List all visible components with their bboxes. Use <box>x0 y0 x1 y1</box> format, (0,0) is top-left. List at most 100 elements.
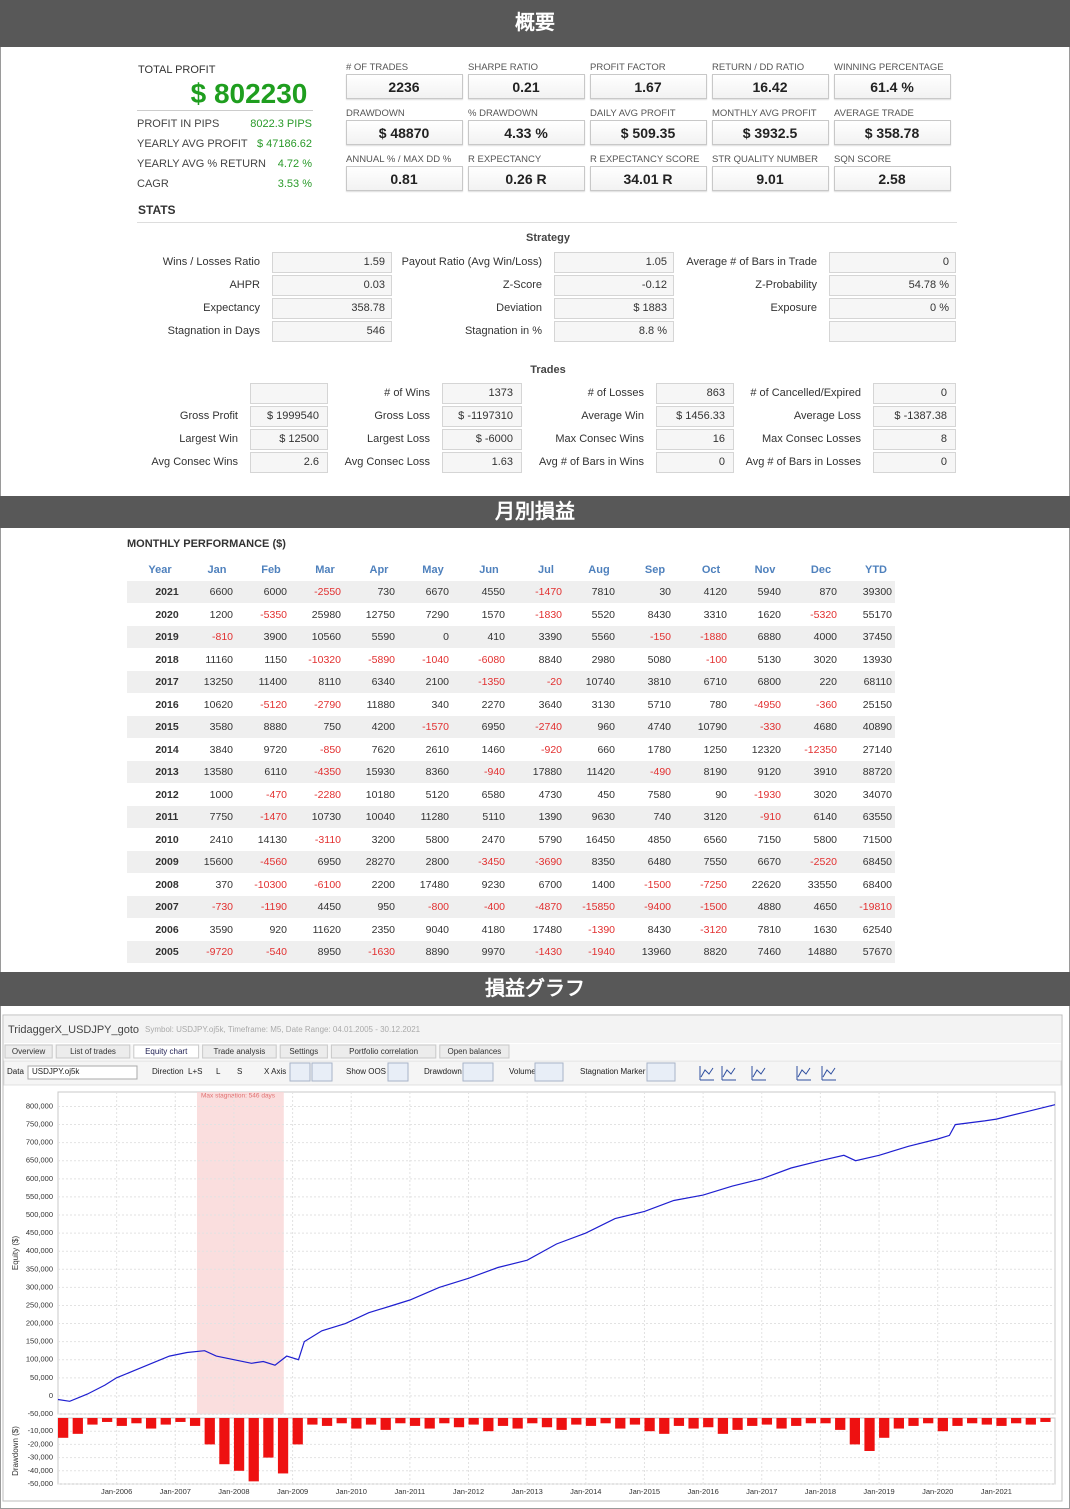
value-cell: -490 <box>649 766 671 778</box>
stat-value: 0 <box>942 256 949 268</box>
value-cell: 71500 <box>862 833 892 846</box>
value-cell: -150 <box>649 631 671 643</box>
value-cell: 1150 <box>264 653 287 666</box>
value-cell: 3120 <box>703 811 727 823</box>
value-cell: -1630 <box>368 946 395 958</box>
value-cell: 6580 <box>481 788 505 801</box>
value-cell: 1630 <box>813 923 837 936</box>
value-cell: 5790 <box>538 833 562 846</box>
value-cell: 5520 <box>591 608 615 621</box>
stat-label: # of Cancelled/Expired <box>750 387 861 399</box>
value-cell: 370 <box>215 878 233 891</box>
value-cell: 2350 <box>371 923 395 936</box>
value-cell: 8820 <box>703 946 727 958</box>
value-box <box>272 321 392 342</box>
stat-value: 1.63 <box>491 456 513 468</box>
value-cell: 63550 <box>862 811 892 823</box>
stat-label: Wins / Losses Ratio <box>162 256 260 268</box>
value-cell: 4450 <box>317 901 341 913</box>
value-cell: -3690 <box>535 856 562 868</box>
value-cell: 6800 <box>757 676 781 688</box>
stat-value: 8.8 % <box>638 325 667 337</box>
value-cell: 39300 <box>862 586 892 598</box>
value-cell: 3580 <box>209 721 233 733</box>
stat-label: Deviation <box>496 302 542 314</box>
value-cell: -1430 <box>535 946 562 958</box>
stat-label: # of Wins <box>384 387 430 399</box>
value-box <box>873 429 956 450</box>
value-cell: 10740 <box>585 676 615 688</box>
stat-label: YEARLY AVG PROFIT <box>137 138 248 150</box>
stat-label: Stagnation in % <box>464 325 542 337</box>
year-cell: 2017 <box>155 676 179 688</box>
year-cell: 2016 <box>155 698 179 711</box>
value-cell: -4870 <box>535 901 562 913</box>
value-cell: 3910 <box>813 766 837 778</box>
value-cell: 40890 <box>862 721 892 733</box>
stat-value: 0 <box>718 456 725 468</box>
value-cell: -400 <box>483 901 505 913</box>
stat-value: -0.12 <box>641 279 667 291</box>
value-cell: 57670 <box>862 946 892 958</box>
value-box <box>250 429 328 450</box>
value-box <box>873 383 956 404</box>
total-profit: $ 802230 <box>190 78 308 109</box>
value-box <box>554 321 674 342</box>
stat-value: 4.72 % <box>277 158 312 170</box>
value-box <box>554 275 674 296</box>
stat-value: 16 <box>712 433 725 445</box>
table-header: Oct <box>701 564 721 576</box>
value-box <box>554 252 674 273</box>
value-cell: 5130 <box>757 653 781 666</box>
metric-label: R EXPECTANCY <box>468 154 542 165</box>
value-cell: 410 <box>487 631 505 643</box>
metric-box <box>346 166 463 191</box>
year-cell: 2005 <box>155 946 179 958</box>
value-cell: 2800 <box>425 856 449 868</box>
stat-value: 0 <box>940 387 947 399</box>
value-cell: 6140 <box>813 811 837 823</box>
stat-label: PROFIT IN PIPS <box>137 118 220 130</box>
value-cell: -1040 <box>422 653 449 666</box>
value-box <box>873 452 956 473</box>
stats-title: STATS <box>138 203 176 217</box>
value-cell: 5800 <box>813 833 837 846</box>
year-cell: 2018 <box>155 653 179 666</box>
stat-value: 863 <box>706 387 725 399</box>
value-cell: -3120 <box>700 923 727 936</box>
value-cell: -3450 <box>478 856 505 868</box>
value-cell: -19810 <box>859 901 892 913</box>
value-cell: -3110 <box>314 833 341 846</box>
metric-value: 0.21 <box>512 79 540 95</box>
value-cell: 10560 <box>311 631 341 643</box>
stat-value: $ 12500 <box>279 433 319 445</box>
value-cell: 22620 <box>751 878 781 891</box>
value-cell: 8880 <box>263 721 287 733</box>
value-cell: -1500 <box>700 901 727 913</box>
value-cell: 6700 <box>538 878 562 891</box>
value-cell: 8950 <box>317 946 341 958</box>
value-cell: 3840 <box>209 743 233 756</box>
value-cell: 3640 <box>538 698 562 711</box>
year-cell: 2021 <box>155 586 179 598</box>
value-cell: 5110 <box>482 811 505 823</box>
table-header: Jan <box>207 564 227 576</box>
value-box <box>829 252 956 273</box>
metric-box <box>834 166 951 191</box>
value-cell: 950 <box>377 901 395 913</box>
trades-title: Trades <box>530 364 566 376</box>
year-cell: 2014 <box>155 743 179 756</box>
value-cell: 2270 <box>481 698 505 711</box>
value-box <box>656 406 734 427</box>
value-cell: 1400 <box>591 878 615 891</box>
table-row <box>127 648 895 671</box>
stat-value: $ -6000 <box>475 433 513 445</box>
value-cell: -920 <box>540 743 562 756</box>
year-cell: 2007 <box>155 901 179 913</box>
table-header: Feb <box>261 564 281 576</box>
value-cell: 88720 <box>862 766 892 778</box>
value-cell: 6710 <box>703 676 727 688</box>
year-cell: 2015 <box>155 721 179 733</box>
value-cell: 2200 <box>371 878 395 891</box>
value-cell: 8840 <box>538 653 562 666</box>
